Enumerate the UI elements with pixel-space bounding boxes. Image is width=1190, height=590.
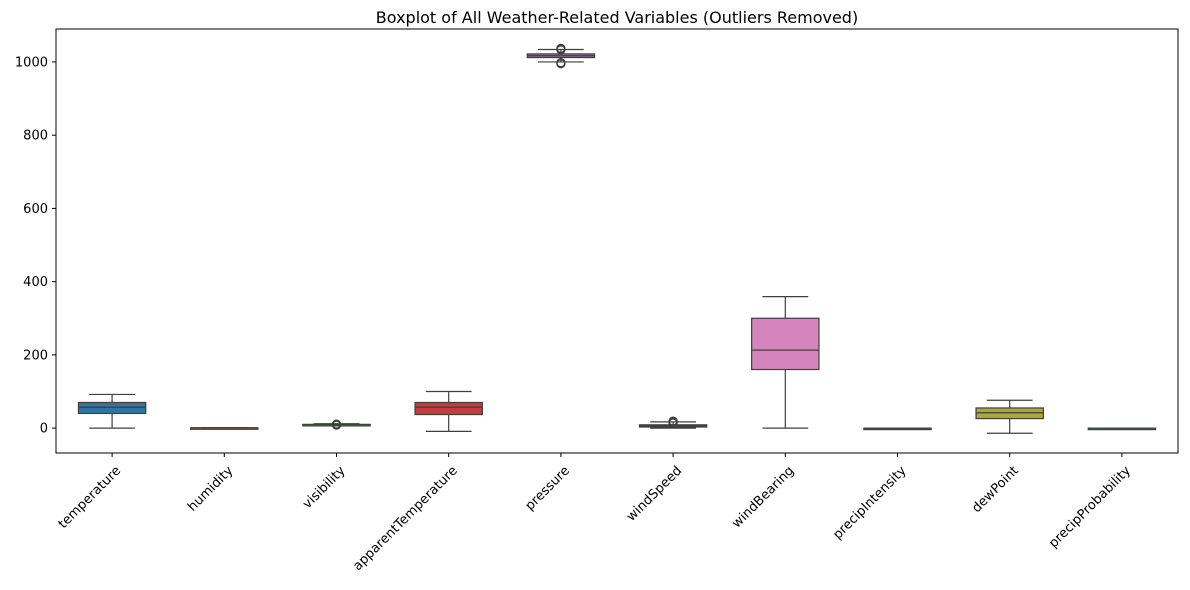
y-tick-label: 0 <box>40 422 48 437</box>
box-precipIntensity <box>863 427 932 431</box>
box-iqr <box>77 401 147 415</box>
outlier-point <box>331 419 342 429</box>
y-tick-label: 200 <box>23 348 48 363</box>
y-tick-label: 800 <box>23 129 48 144</box>
outlier-point <box>556 43 566 54</box>
y-tick-label: 600 <box>23 202 48 217</box>
chart-title: Boxplot of All Weather-Related Variables… <box>376 8 858 27</box>
box-humidity <box>190 427 259 430</box>
box-dewPoint <box>975 399 1044 434</box>
box-pressure <box>526 43 596 69</box>
y-tick-label: 400 <box>23 275 48 290</box>
box-precipProbability <box>1087 427 1157 431</box>
box-windBearing <box>751 296 820 429</box>
box-windSpeed <box>638 416 708 429</box>
box-temperature <box>77 393 147 429</box>
y-tick-label: 1000 <box>15 55 48 70</box>
box-iqr <box>751 317 820 371</box>
outlier-point <box>668 416 678 426</box>
outlier-point <box>556 58 566 68</box>
box-visibility <box>302 419 371 430</box>
plot-frame <box>55 28 1179 454</box>
box-apparentTemperature <box>414 390 483 432</box>
box-iqr <box>414 401 483 416</box>
